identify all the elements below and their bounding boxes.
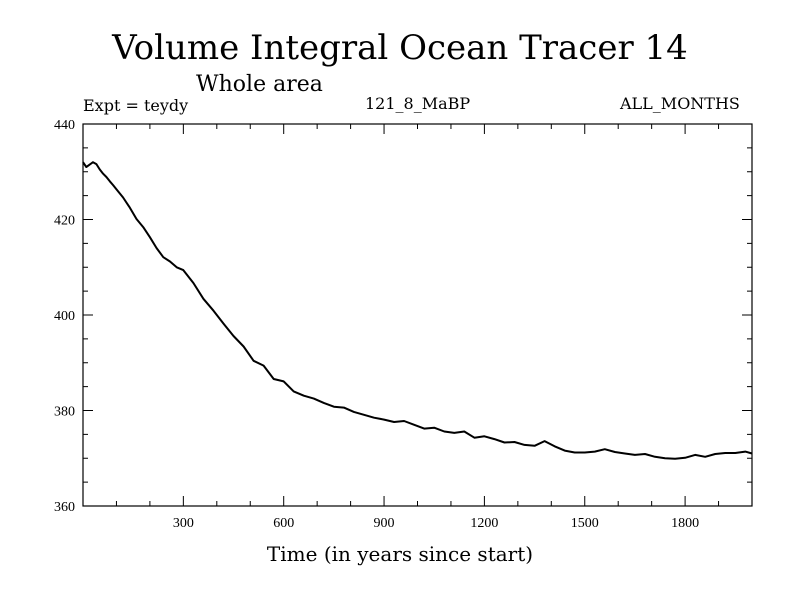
x-tick-label: 1800	[671, 516, 699, 531]
y-tick-label: 440	[54, 118, 75, 133]
x-tick-label: 900	[374, 516, 395, 531]
months-label: ALL_MONTHS	[620, 94, 740, 113]
x-tick-label: 300	[173, 516, 194, 531]
axis-tick-labels: 300 600 900 1200 1500 1800 360 380 400 420 440	[54, 118, 699, 531]
y-tick-label: 360	[54, 500, 75, 515]
y-tick-label: 380	[54, 405, 75, 420]
x-tick-label: 1200	[470, 516, 498, 531]
series-group	[82, 161, 753, 460]
y-tick-label: 400	[54, 309, 75, 324]
axis-ticks	[83, 124, 752, 506]
series-line	[82, 161, 753, 460]
x-tick-label: 1500	[571, 516, 599, 531]
run-label: 121_8_MaBP	[365, 94, 471, 113]
chart-title: Volume Integral Ocean Tracer 14	[112, 28, 688, 68]
x-tick-label: 600	[273, 516, 294, 531]
chart-subtitle: Whole area	[196, 72, 323, 97]
y-tick-label: 420	[54, 214, 75, 229]
plot-frame	[82, 123, 753, 507]
x-axis-label: Time (in years since start)	[266, 542, 534, 566]
experiment-label: Expt = teydy	[83, 96, 189, 115]
